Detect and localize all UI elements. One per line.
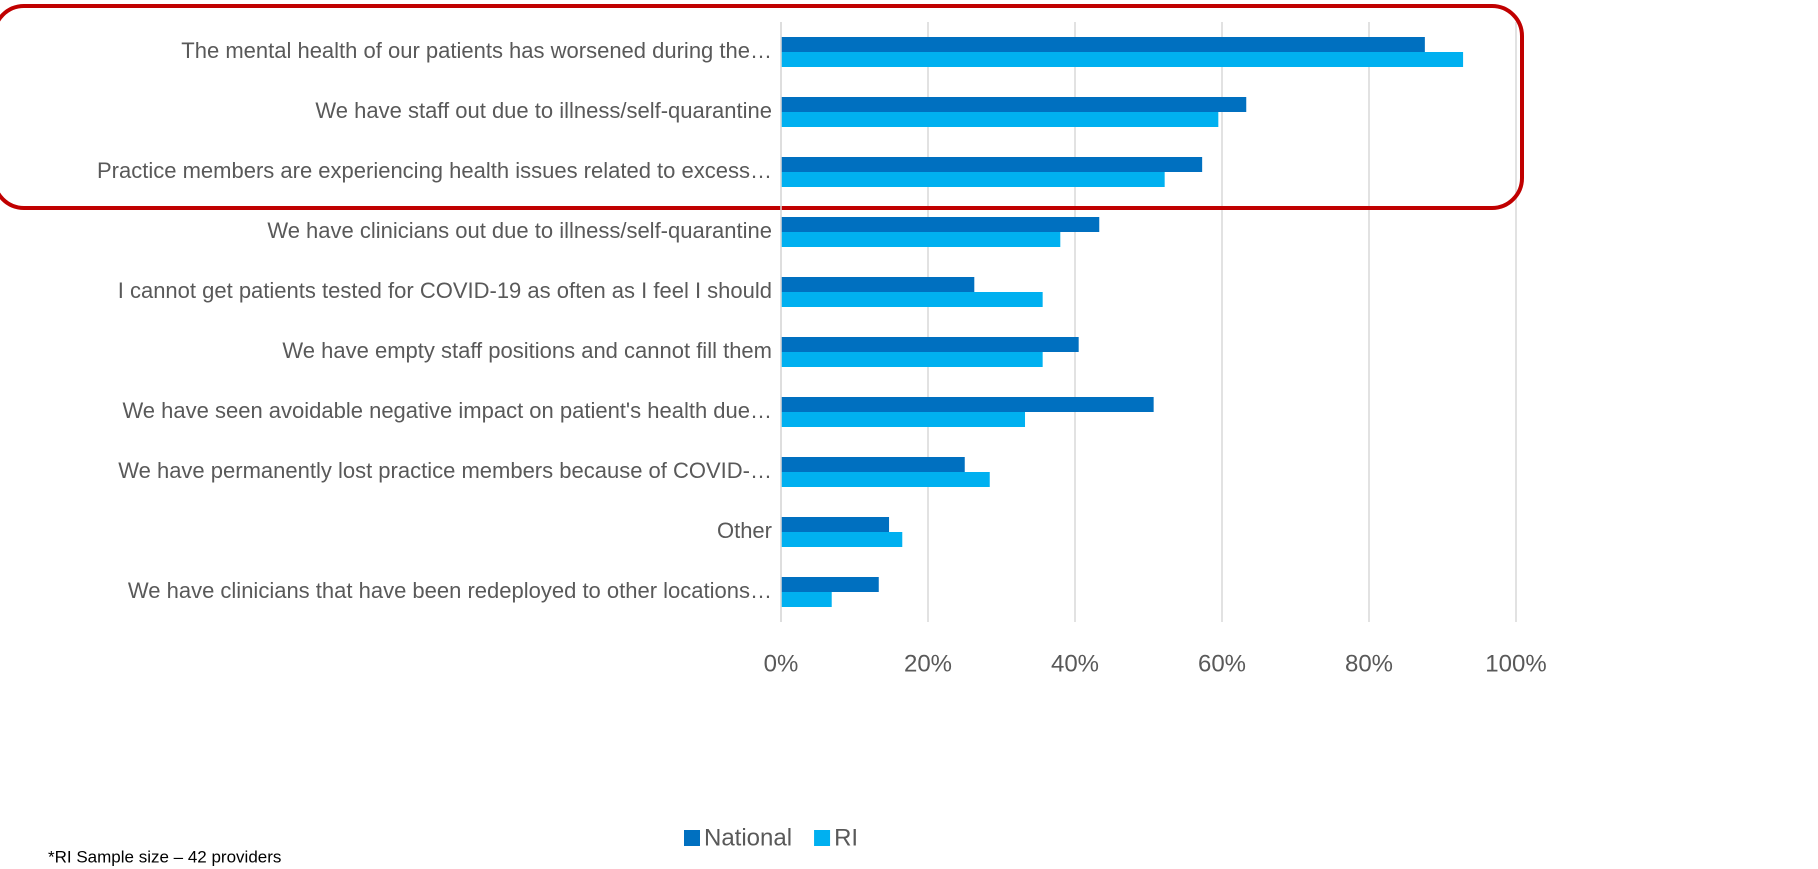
- bar: [781, 352, 1043, 367]
- bar: [781, 217, 1100, 232]
- bar: [781, 37, 1425, 52]
- bar: [781, 172, 1165, 187]
- category-label: We have clinicians that have been redepl…: [128, 578, 772, 603]
- legend-label: RI: [834, 824, 858, 851]
- bars: [781, 37, 1464, 607]
- legend-label: National: [704, 824, 792, 851]
- legend-swatch: [684, 830, 700, 846]
- bar: [781, 232, 1061, 247]
- category-label: We have seen avoidable negative impact o…: [122, 398, 772, 423]
- x-tick-label: 80%: [1345, 650, 1393, 677]
- bar: [781, 97, 1247, 112]
- legend-swatch: [814, 830, 831, 846]
- x-tick-label: 20%: [904, 650, 952, 677]
- bar: [781, 277, 975, 292]
- bar: [781, 592, 832, 607]
- category-label: The mental health of our patients has wo…: [181, 38, 772, 63]
- category-label: We have permanently lost practice member…: [118, 458, 772, 483]
- footnote: *RI Sample size – 42 providers: [48, 847, 281, 866]
- category-label: I cannot get patients tested for COVID-1…: [118, 278, 772, 303]
- bar: [781, 472, 990, 487]
- x-tick-label: 60%: [1198, 650, 1246, 677]
- x-tick-label: 0%: [764, 650, 799, 677]
- bar: [781, 112, 1219, 127]
- bar: [781, 457, 965, 472]
- bar: [781, 292, 1043, 307]
- bar: [781, 412, 1026, 427]
- category-label: Practice members are experiencing health…: [97, 158, 772, 183]
- category-label: We have empty staff positions and cannot…: [282, 338, 772, 363]
- bar: [781, 337, 1079, 352]
- highlight-box: [0, 4, 1524, 210]
- x-tick-label: 40%: [1051, 650, 1099, 677]
- bar: [781, 157, 1203, 172]
- category-label: We have staff out due to illness/self-qu…: [315, 98, 772, 123]
- bar: [781, 532, 903, 547]
- bar: [781, 577, 879, 592]
- category-label: Other: [717, 518, 772, 543]
- bar: [781, 517, 890, 532]
- bar: [781, 397, 1154, 412]
- category-label: We have clinicians out due to illness/se…: [267, 218, 772, 243]
- x-tick-label: 100%: [1485, 650, 1546, 677]
- bar: [781, 52, 1464, 67]
